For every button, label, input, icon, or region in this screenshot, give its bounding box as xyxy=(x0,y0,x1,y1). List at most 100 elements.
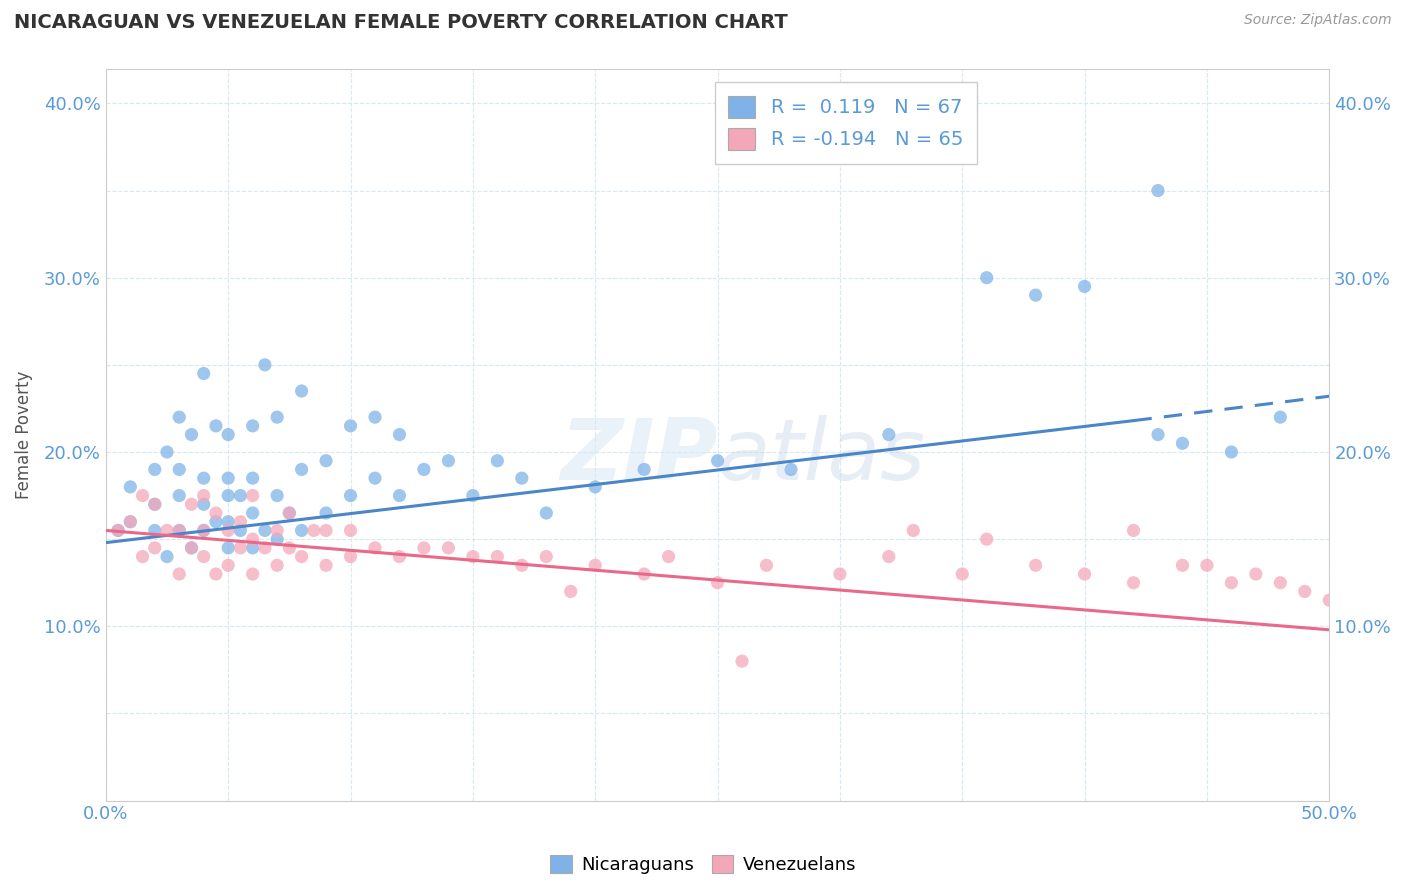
Point xyxy=(536,549,558,564)
Point xyxy=(217,541,239,555)
Point xyxy=(167,462,190,476)
Point xyxy=(131,549,153,564)
Point xyxy=(278,506,301,520)
Point xyxy=(1073,279,1095,293)
Point xyxy=(302,524,325,538)
Point xyxy=(143,497,166,511)
Point xyxy=(291,462,314,476)
Point xyxy=(633,567,655,582)
Legend: Nicaraguans, Venezuelans: Nicaraguans, Venezuelans xyxy=(543,847,863,881)
Point xyxy=(437,541,460,555)
Point xyxy=(1317,593,1340,607)
Point xyxy=(242,541,264,555)
Point xyxy=(1220,575,1243,590)
Point xyxy=(339,549,361,564)
Point xyxy=(242,567,264,582)
Point xyxy=(229,541,252,555)
Point xyxy=(217,489,239,503)
Point xyxy=(413,541,436,555)
Point xyxy=(253,541,276,555)
Point xyxy=(217,515,239,529)
Point xyxy=(143,541,166,555)
Point xyxy=(536,506,558,520)
Point xyxy=(217,558,239,573)
Point xyxy=(560,584,582,599)
Point xyxy=(1294,584,1316,599)
Point xyxy=(167,410,190,425)
Point xyxy=(658,549,681,564)
Point xyxy=(180,427,202,442)
Point xyxy=(315,524,337,538)
Point xyxy=(1171,558,1194,573)
Point xyxy=(229,515,252,529)
Point xyxy=(229,524,252,538)
Point xyxy=(217,471,239,485)
Point xyxy=(253,358,276,372)
Point xyxy=(266,524,288,538)
Point xyxy=(315,558,337,573)
Point xyxy=(205,567,228,582)
Point xyxy=(364,541,387,555)
Point xyxy=(143,524,166,538)
Point xyxy=(242,532,264,546)
Point xyxy=(167,524,190,538)
Point xyxy=(167,489,190,503)
Point xyxy=(583,480,606,494)
Point xyxy=(1122,524,1144,538)
Point xyxy=(156,549,179,564)
Point xyxy=(877,549,900,564)
Point xyxy=(180,541,202,555)
Point xyxy=(315,506,337,520)
Point xyxy=(339,489,361,503)
Point xyxy=(193,524,215,538)
Point xyxy=(266,410,288,425)
Point xyxy=(1171,436,1194,450)
Point xyxy=(143,497,166,511)
Point xyxy=(193,489,215,503)
Point xyxy=(976,532,998,546)
Point xyxy=(706,575,728,590)
Text: Source: ZipAtlas.com: Source: ZipAtlas.com xyxy=(1244,13,1392,28)
Point xyxy=(107,524,129,538)
Point xyxy=(242,471,264,485)
Point xyxy=(120,515,142,529)
Point xyxy=(315,453,337,467)
Point xyxy=(120,515,142,529)
Point xyxy=(339,418,361,433)
Point xyxy=(266,489,288,503)
Point xyxy=(633,462,655,476)
Point xyxy=(1025,558,1047,573)
Point xyxy=(1147,427,1170,442)
Point xyxy=(229,489,252,503)
Point xyxy=(278,506,301,520)
Point xyxy=(266,558,288,573)
Point xyxy=(1025,288,1047,302)
Point xyxy=(583,558,606,573)
Point xyxy=(1220,445,1243,459)
Point xyxy=(437,453,460,467)
Point xyxy=(291,384,314,398)
Point xyxy=(828,567,851,582)
Point xyxy=(217,524,239,538)
Point xyxy=(461,549,484,564)
Point xyxy=(364,410,387,425)
Point xyxy=(413,462,436,476)
Point xyxy=(217,427,239,442)
Point xyxy=(193,524,215,538)
Point xyxy=(167,524,190,538)
Point xyxy=(193,471,215,485)
Point xyxy=(291,549,314,564)
Point xyxy=(339,524,361,538)
Point xyxy=(1073,567,1095,582)
Point xyxy=(388,549,411,564)
Point xyxy=(120,480,142,494)
Point xyxy=(193,367,215,381)
Point xyxy=(461,489,484,503)
Point xyxy=(193,497,215,511)
Point xyxy=(1147,184,1170,198)
Point xyxy=(903,524,925,538)
Point xyxy=(388,427,411,442)
Legend: R =  0.119   N = 67, R = -0.194   N = 65: R = 0.119 N = 67, R = -0.194 N = 65 xyxy=(714,82,977,164)
Point xyxy=(253,524,276,538)
Point xyxy=(731,654,754,668)
